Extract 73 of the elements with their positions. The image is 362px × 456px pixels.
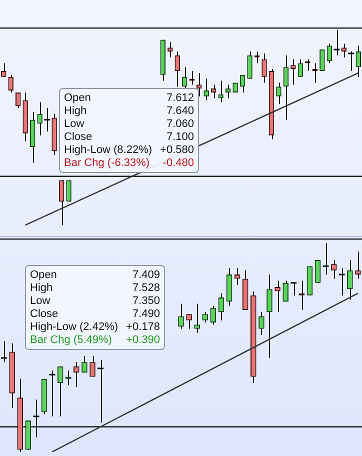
candlestick <box>266 274 272 358</box>
candlestick <box>202 312 208 324</box>
annotation: Close <box>64 131 94 143</box>
candlestick <box>74 362 80 388</box>
candlestick <box>65 370 72 386</box>
annotation: +0.390 <box>126 334 160 346</box>
annotation: 7.100 <box>165 131 194 143</box>
candlestick <box>330 259 337 280</box>
candlestick <box>204 78 209 101</box>
annotation: High <box>64 105 88 117</box>
candlestick <box>355 251 361 280</box>
candlestick <box>37 102 42 136</box>
candlestick <box>282 280 288 302</box>
candlestick <box>1 62 6 78</box>
annotation: Close <box>30 308 60 320</box>
annotation: High-Low (8.22%) <box>64 144 152 156</box>
candlestick <box>0 340 8 363</box>
candlestick <box>322 242 330 276</box>
annotation: Low <box>30 295 52 307</box>
candlestick <box>210 84 216 99</box>
candlestick <box>96 360 104 424</box>
candlestick <box>276 82 282 105</box>
candlestick <box>218 292 224 321</box>
candlestick <box>341 43 347 58</box>
annotation: Low <box>64 118 86 130</box>
annotation: 7.409 <box>131 269 160 281</box>
annotation: 7.060 <box>165 118 194 130</box>
candlestick <box>312 62 318 84</box>
annotation: 7.350 <box>131 295 160 307</box>
annotation: High-Low (2.42%) <box>30 321 118 333</box>
annotation: -0.480 <box>162 157 194 169</box>
candlestick <box>58 180 64 226</box>
candlestick <box>290 58 296 86</box>
candlestick <box>225 84 231 99</box>
candlestick <box>174 50 180 88</box>
annotation: +0.580 <box>160 144 194 156</box>
candlestick <box>298 58 304 78</box>
candlestick <box>240 74 246 93</box>
annotation: Open <box>30 269 58 281</box>
candlestick <box>82 355 88 374</box>
annotation: 7.640 <box>165 105 194 117</box>
annotation: 7.612 <box>165 92 194 104</box>
candlestick <box>57 366 64 417</box>
candlestick <box>290 282 298 296</box>
candlestick <box>283 54 289 120</box>
annotation: Open <box>64 92 92 104</box>
annotation: +0.178 <box>126 321 160 333</box>
candlestick <box>32 399 40 438</box>
candlestick <box>356 45 361 78</box>
candlestick <box>210 305 216 326</box>
candlestick <box>168 41 173 58</box>
candlestick <box>196 72 202 97</box>
candlestick <box>274 280 280 313</box>
candlestick <box>247 50 252 80</box>
candlestick <box>178 303 184 330</box>
candlestick <box>8 74 14 93</box>
candlestick <box>182 66 188 90</box>
candlestick <box>262 52 267 84</box>
candlestick <box>338 268 346 296</box>
candlestick <box>90 355 96 378</box>
annotation: Bar Chg (-6.33%) <box>64 157 151 169</box>
candlestick <box>320 50 325 71</box>
candlestick <box>194 303 200 334</box>
annotation: High <box>30 282 54 294</box>
annotation: 7.490 <box>131 308 160 320</box>
candlestick <box>218 80 224 103</box>
candlestick <box>258 312 264 336</box>
candlestick <box>347 259 353 300</box>
candlestick <box>186 314 192 330</box>
annotation: 7.528 <box>131 282 160 294</box>
candlestick <box>48 370 56 417</box>
candlestick <box>15 92 21 109</box>
annotation: Bar Chg (5.49%) <box>30 334 113 346</box>
